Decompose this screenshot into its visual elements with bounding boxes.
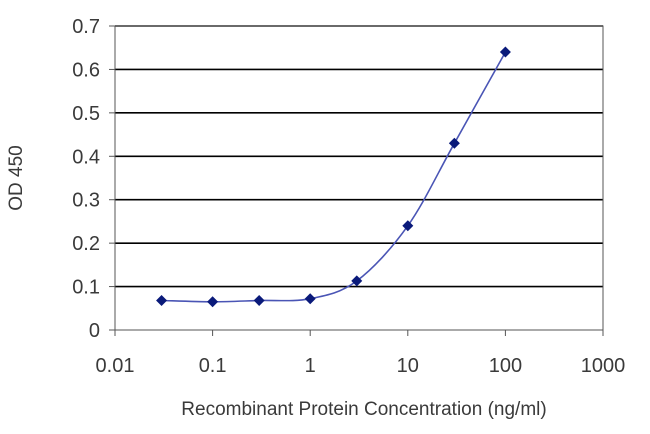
y-tick-label: 0.1 [72,277,100,299]
gridlines [115,25,603,288]
series-line [161,51,507,303]
x-axis-title: Recombinant Protein Concentration (ng/ml… [181,399,546,420]
data-point [207,296,219,308]
x-axis: 0.01 0.1 1 10 100 1000 [96,330,626,377]
data-markers [156,46,511,308]
data-point [304,293,316,305]
x-tick-label: 1 [305,355,316,377]
plot-area [114,25,604,331]
y-tick-label: 0.6 [72,59,100,81]
x-tick-label: 0.1 [199,355,227,377]
y-tick-label: 0.4 [72,146,100,168]
y-tick-label: 0.3 [72,190,100,212]
data-point [402,220,414,232]
data-point [253,294,265,306]
x-tick-label: 1000 [581,355,626,377]
x-tick-label: 10 [397,355,419,377]
x-tick-label: 100 [489,355,522,377]
data-point [351,275,363,287]
data-point [156,294,168,306]
x-tick-label: 0.01 [96,355,135,377]
y-tick-label: 0.5 [72,103,100,125]
data-point [448,137,460,149]
y-tick-label: 0.2 [72,233,100,255]
y-axis-title: OD 450 [6,145,27,210]
data-point [499,46,511,58]
y-tick-label: 0.7 [72,16,100,38]
y-axis: 0 0.1 0.2 0.3 0.4 0.5 0.6 0.7 [72,16,115,342]
y-tick-label: 0 [89,320,100,342]
